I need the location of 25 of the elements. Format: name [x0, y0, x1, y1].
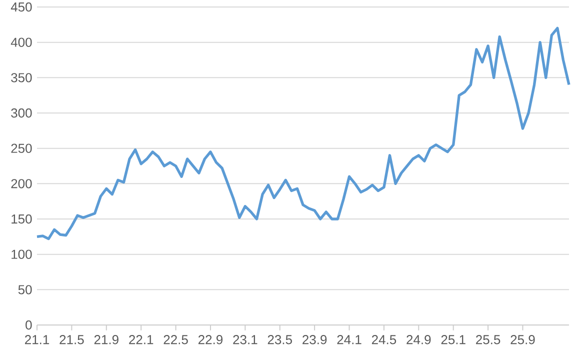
x-tick-label: 22.1: [129, 335, 154, 344]
x-tick-label: 23.5: [268, 335, 292, 344]
x-tick-label: 25.1: [441, 335, 466, 344]
x-tick-label: 23.9: [302, 335, 327, 344]
y-tick-label: 250: [11, 144, 32, 153]
x-tick-label: 22.9: [198, 335, 223, 344]
x-tick-label: 22.5: [164, 335, 188, 344]
x-tick-label: 21.9: [94, 335, 118, 344]
y-tick-label: 400: [10, 38, 32, 47]
y-tick-label: 200: [11, 179, 32, 188]
y-tick-label: 100: [12, 250, 32, 259]
y-tick-label: 150: [12, 214, 32, 224]
y-tick-label: 350: [11, 73, 32, 82]
y-tick-label: 0: [26, 320, 32, 330]
x-tick-label: 24.1: [337, 335, 362, 344]
x-tick-label: 21.5: [60, 335, 84, 344]
y-tick-label: 450: [10, 2, 32, 12]
x-tick-label: 23.1: [233, 335, 258, 344]
x-tick-label: 21.1: [25, 335, 50, 344]
x-tick-label: 24.5: [372, 335, 396, 344]
y-tick-label: 300: [11, 108, 32, 118]
x-tick-label: 25.5: [476, 335, 500, 344]
x-tick-label: 25.9: [510, 335, 535, 344]
y-tick-label: 50: [18, 285, 32, 294]
x-tick-label: 24.9: [406, 335, 431, 344]
